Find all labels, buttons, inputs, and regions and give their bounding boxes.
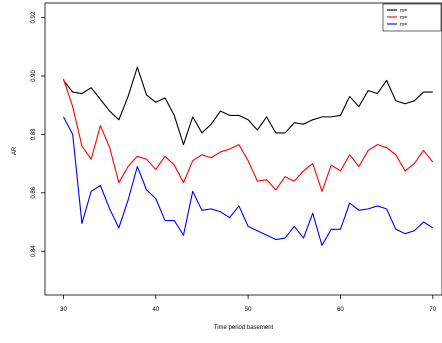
x-tick-label: 50 [245, 307, 252, 313]
legend-label-3: m= [400, 22, 407, 28]
series-line-1 [63, 66, 433, 146]
x-tick-label: 70 [429, 307, 436, 313]
y-axis: 0.84 0.86 0.88 0.90 0.92 [31, 11, 45, 257]
x-tick-label: 60 [337, 307, 344, 313]
y-tick-label: 0.92 [31, 11, 37, 23]
y-tick-label: 0.86 [31, 186, 37, 198]
series-line-2 [62, 78, 434, 192]
series-layer [62, 66, 434, 246]
legend-label-2: m= [400, 15, 407, 21]
legend-label-1: m= [400, 8, 407, 14]
y-tick-label: 0.88 [31, 128, 37, 140]
y-tick-label: 0.84 [31, 245, 37, 257]
legend: m=m=m= [382, 3, 442, 32]
x-tick-label: 30 [60, 307, 67, 313]
y-axis-title: AR [12, 146, 18, 155]
x-tick-label: 40 [152, 307, 159, 313]
plot-frame [44, 2, 442, 296]
series-line-3 [62, 116, 434, 246]
y-tick-label: 0.90 [31, 70, 37, 82]
x-axis-title: Time period basement [214, 325, 274, 331]
x-axis: 30 40 50 60 70 [60, 295, 437, 313]
